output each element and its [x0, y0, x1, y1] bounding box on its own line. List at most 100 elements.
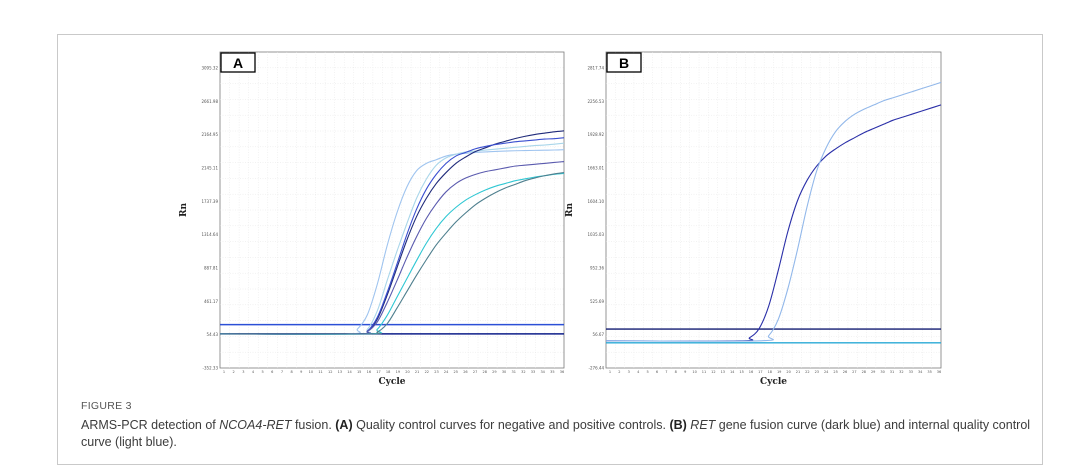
x-tick-label: 20 [405, 370, 409, 374]
x-tick-label: 21 [796, 370, 800, 374]
x-tick-label: 13 [721, 370, 725, 374]
y-tick-label: 1663.01 [587, 166, 604, 171]
y-tick-label: 887.81 [204, 266, 218, 271]
panel-a-chart: 3095.32 2661.98 2164.95 2145.11 1737.39 1314.… [179, 51, 565, 387]
x-tick-label: 12 [711, 370, 715, 374]
x-tick-label: 16 [749, 370, 753, 374]
amplification-curve [219, 161, 565, 335]
x-tick-label: 11 [702, 370, 706, 374]
y-tick-label: 952.36 [590, 266, 604, 271]
x-tick-label: 5 [646, 370, 648, 374]
x-tick-label: 8 [675, 370, 677, 374]
x-tick-label: 32 [899, 370, 903, 374]
x-tick-label: 24 [824, 370, 829, 374]
y-tick-label: 1737.39 [201, 199, 218, 204]
x-tick-label: 28 [483, 370, 487, 374]
panel-label: A [233, 55, 243, 71]
caption-gene-ret: RET [690, 418, 716, 432]
x-tick-label: 26 [463, 370, 467, 374]
x-tick-label: 4 [252, 370, 255, 374]
figure-charts: 3095.32 2661.98 2164.95 2145.11 1737.39 1314.… [179, 51, 942, 387]
panel-label: B [619, 55, 629, 71]
y-axis-title: Rn [179, 203, 189, 217]
amplification-curve [219, 137, 565, 335]
x-tick-label: 34 [540, 370, 545, 374]
x-tick-label: 33 [909, 370, 913, 374]
x-tick-label: 17 [376, 370, 380, 374]
x-tick-label: 22 [805, 370, 809, 374]
x-tick-label: 4 [637, 370, 640, 374]
x-tick-label: 18 [386, 370, 390, 374]
x-tick-label: 30 [502, 370, 506, 374]
x-tick-label: 25 [833, 370, 837, 374]
y-tick-label: 54.43 [207, 332, 219, 337]
x-tick-label: 7 [665, 370, 667, 374]
panel-b-chart: 2817.74 2256.53 1928.92 1663.01 1604.10 1035.… [565, 51, 942, 387]
x-tick-label: 10 [692, 370, 696, 374]
x-tick-label: 31 [890, 370, 894, 374]
x-tick-label: 3 [628, 370, 630, 374]
amplification-curve [219, 130, 565, 335]
figure-frame [57, 34, 1043, 465]
caption-panel-a-ref: (A) [335, 418, 353, 432]
caption-part: fusion. [291, 418, 336, 432]
y-tick-label: 2164.95 [201, 132, 218, 137]
x-tick-label: 15 [739, 370, 743, 374]
x-tick-label: 6 [271, 370, 273, 374]
amplification-curve [219, 172, 565, 335]
x-tick-label: 14 [347, 370, 352, 374]
y-tick-label: 56.67 [593, 332, 605, 337]
x-tick-label: 7 [281, 370, 283, 374]
caption-panel-b-ref: (B) [669, 418, 687, 432]
x-tick-label: 35 [927, 370, 931, 374]
x-tick-label: 27 [852, 370, 856, 374]
x-tick-label: 17 [758, 370, 762, 374]
y-tick-label: -276.44 [589, 366, 605, 371]
caption-part: ARMS-PCR detection of [81, 418, 220, 432]
x-axis-title: Cycle [760, 377, 787, 387]
x-axis-title: Cycle [378, 377, 405, 387]
x-tick-label: 3 [242, 370, 244, 374]
x-tick-label: 13 [338, 370, 342, 374]
x-tick-label: 34 [918, 370, 923, 374]
x-tick-label: 30 [880, 370, 884, 374]
y-tick-label: 1928.92 [587, 132, 604, 137]
x-tick-label: 1 [223, 370, 225, 374]
y-tick-label: 1604.10 [587, 199, 604, 204]
x-tick-label: 1 [609, 370, 611, 374]
caption-part: Quality control curves for negative and … [352, 418, 670, 432]
panel-label-box [606, 52, 642, 73]
caption-gene-name: NCOA4-RET [219, 418, 292, 432]
y-tick-label: 2661.98 [201, 99, 218, 104]
x-tick-label: 19 [777, 370, 781, 374]
x-tick-label: 14 [730, 370, 735, 374]
figure-label: FIGURE 3 [81, 400, 132, 412]
x-tick-label: 11 [318, 370, 322, 374]
x-tick-label: 26 [843, 370, 847, 374]
x-tick-label: 12 [328, 370, 332, 374]
x-tick-label: 24 [444, 370, 449, 374]
y-tick-label: 2256.53 [587, 99, 604, 104]
y-tick-label: 2817.74 [587, 66, 604, 71]
x-tick-label: 22 [425, 370, 429, 374]
y-tick-label: 1035.03 [587, 232, 604, 237]
x-tick-label: 9 [684, 370, 686, 374]
x-tick-label: 33 [531, 370, 535, 374]
x-tick-label: 20 [786, 370, 790, 374]
x-tick-label: 10 [309, 370, 313, 374]
y-tick-label: 3095.32 [201, 66, 218, 71]
x-tick-label: 8 [290, 370, 292, 374]
x-tick-label: 29 [871, 370, 875, 374]
x-tick-label: 5 [262, 370, 264, 374]
x-tick-label: 25 [454, 370, 458, 374]
y-tick-label: 2145.11 [201, 166, 218, 171]
amplification-curve [219, 149, 565, 335]
x-tick-label: 32 [521, 370, 525, 374]
caption-part: gene fusion curve (dark blue) and intern… [81, 418, 1031, 449]
y-tick-label: 1314.64 [201, 232, 218, 237]
amplification-curve [219, 142, 565, 335]
amplification-curve [219, 172, 565, 335]
x-tick-label: 15 [357, 370, 361, 374]
x-tick-label: 16 [367, 370, 371, 374]
figure-caption: FIGURE 3 ARMS-PCR detection of NCOA4-RET… [81, 400, 1031, 451]
